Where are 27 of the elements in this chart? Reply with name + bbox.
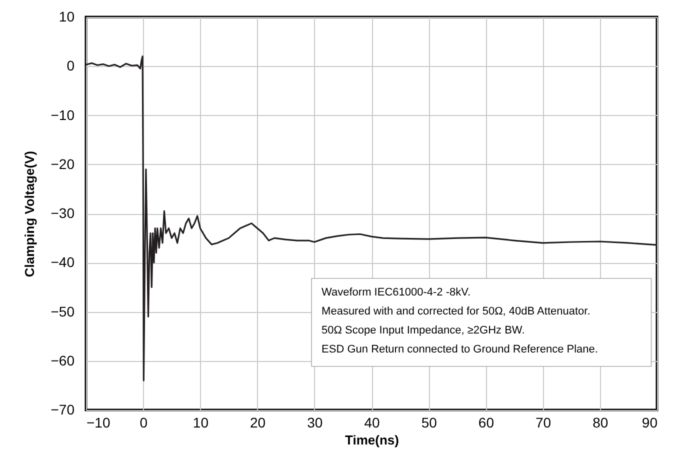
y-axis-title: Clamping Voltage(V) (22, 150, 37, 278)
x-tick-label: 20 (250, 414, 266, 430)
y-tick-label: 0 (66, 58, 75, 74)
x-tick-label: 30 (307, 414, 323, 430)
y-tick-label: −60 (50, 352, 75, 368)
x-tick-label: 80 (592, 414, 608, 430)
x-tick-label: 0 (140, 414, 148, 430)
annotation: Waveform IEC61000-4-2 -8kV. (322, 286, 471, 298)
x-tick-label: 90 (642, 414, 658, 430)
y-tick-label: −10 (50, 106, 75, 123)
y-tick-label: 10 (58, 8, 75, 24)
y-tick-label: −70 (50, 402, 75, 418)
x-tick-label: 60 (478, 414, 494, 430)
annotation: 50Ω Scope Input Impedance, ≥2GHz BW. (322, 324, 525, 336)
annotation: Measured with and corrected for 50Ω, 40dB Attenuator. (322, 305, 590, 318)
line-series (86, 56, 657, 382)
x-tick-label: −10 (86, 414, 110, 430)
y-tick-label: −20 (50, 156, 75, 172)
y-tick-label: −40 (50, 254, 75, 270)
y-tick-label: −30 (50, 205, 75, 221)
annotation: ESD Gun Return connected to Ground Reference Plane. (322, 343, 598, 356)
x-tick-label: 40 (364, 414, 380, 430)
x-axis-title: Time(ns) (345, 432, 399, 448)
y-tick-label: −50 (50, 303, 75, 320)
x-tick-label: 10 (192, 414, 209, 430)
x-tick-label: 50 (421, 414, 438, 430)
x-tick-label: 70 (536, 414, 552, 430)
